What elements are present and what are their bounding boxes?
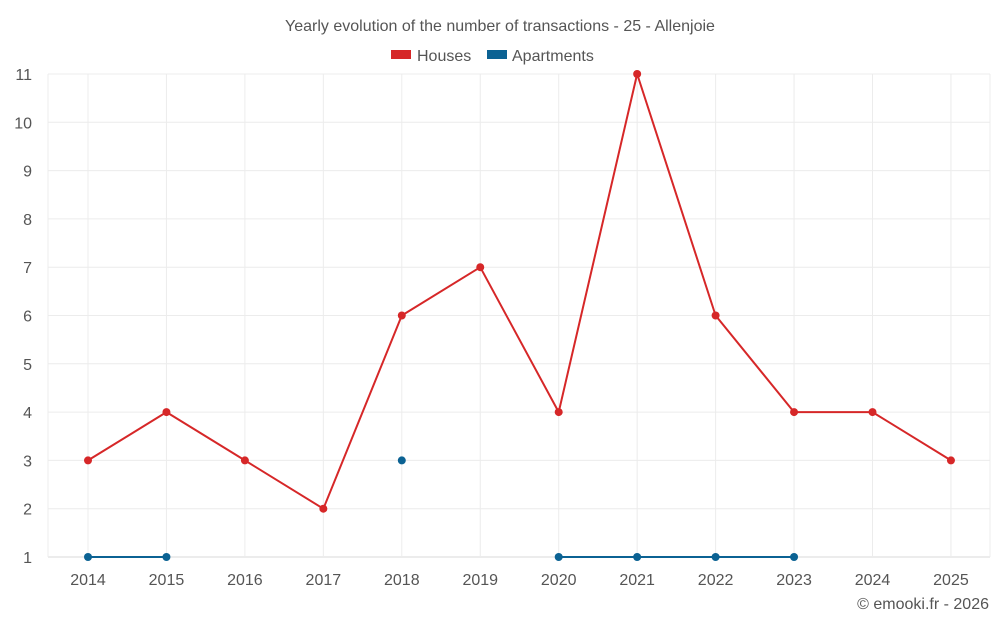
legend: Houses Apartments [391,48,594,65]
y-tick-label: 5 [23,357,32,374]
footer-credit: © emooki.fr - 2026 [857,596,989,613]
x-axis: 2014 2015 2016 2017 2018 2019 2020 2021 2022 2023… [70,572,969,589]
y-tick-label: 8 [23,212,32,229]
y-tick-label: 2 [23,502,32,519]
x-tick-label: 2019 [462,572,498,589]
data-point-apartments[interactable] [554,553,563,561]
y-tick-label: 11 [15,67,32,84]
y-axis: 1 2 3 4 5 6 7 8 9 10 11 [14,67,32,567]
data-point-houses[interactable] [554,408,563,417]
grid [47,73,991,558]
data-point-apartments[interactable] [790,553,799,561]
data-point-houses[interactable] [476,263,485,272]
x-tick-label: 2022 [698,572,734,589]
data-point-houses[interactable] [790,408,799,417]
legend-label-houses: Houses [417,48,471,65]
x-tick-label: 2021 [619,572,655,589]
data-point-houses[interactable] [319,504,328,513]
data-point-houses[interactable] [84,456,92,465]
data-point-houses[interactable] [868,408,877,417]
data-point-apartments[interactable] [633,553,642,561]
data-point-apartments[interactable] [397,456,406,465]
data-point-apartments[interactable] [84,553,92,561]
legend-item-houses[interactable]: Houses [391,48,471,65]
x-tick-label: 2016 [227,572,263,589]
y-tick-label: 7 [23,260,32,277]
legend-label-apartments: Apartments [512,48,594,65]
data-point-houses[interactable] [240,456,249,465]
y-tick-label: 1 [23,550,32,567]
series-line-houses [87,73,952,510]
x-tick-label: 2014 [70,572,106,589]
series-apartments [84,456,799,561]
data-point-houses[interactable] [162,408,171,417]
data-point-apartments[interactable] [711,553,720,561]
x-tick-label: 2017 [306,572,342,589]
data-point-houses[interactable] [633,70,642,78]
x-tick-label: 2020 [541,572,577,589]
x-tick-label: 2018 [384,572,420,589]
y-tick-label: 10 [14,115,32,132]
legend-item-apartments[interactable]: Apartments [487,48,594,65]
data-point-houses[interactable] [946,456,955,465]
y-tick-label: 3 [23,453,32,470]
y-tick-label: 6 [23,309,32,326]
data-point-apartments[interactable] [162,553,171,561]
x-tick-label: 2024 [855,572,891,589]
series-layer [84,70,955,561]
x-tick-label: 2023 [776,572,812,589]
legend-swatch-apartments [487,50,507,59]
data-point-houses[interactable] [397,311,406,320]
chart-title: Yearly evolution of the number of transa… [285,18,715,35]
y-tick-label: 9 [23,164,32,181]
x-tick-label: 2015 [149,572,185,589]
y-tick-label: 4 [23,405,32,422]
data-point-houses[interactable] [711,311,720,320]
series-houses [84,70,955,513]
x-tick-label: 2025 [933,572,969,589]
legend-swatch-houses [391,50,411,59]
